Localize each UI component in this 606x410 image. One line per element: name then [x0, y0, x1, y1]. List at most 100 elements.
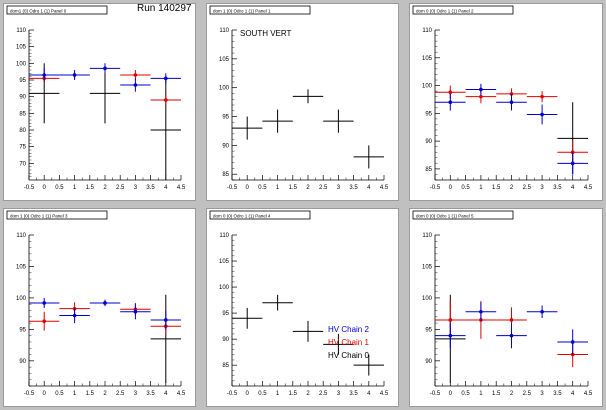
x-tick-label: 0.5: [258, 185, 267, 191]
panel-3: dom 1 (0) Odro 1 (1) Panel 3 -0.5 0 0.5 1 1.5…: [3, 208, 196, 407]
y-tick-label: 95: [19, 78, 26, 84]
x-tick-label: -0.5: [24, 391, 35, 397]
x-tick-label: 1: [276, 185, 280, 191]
data-point-chain2: [557, 152, 588, 175]
data-point-chain2: [526, 104, 558, 125]
y-tick-label: 95: [425, 327, 432, 333]
run-title: Run 140297: [137, 3, 192, 14]
panel-title-box: [6, 5, 108, 15]
marker: [540, 94, 544, 99]
panel-4: dom 0 (0) Odro 1 (1) Panel 4 -0.5 0 0.5 1 1.5…: [206, 208, 399, 407]
y-tick-label: 85: [19, 111, 26, 117]
annotation-label: SOUTH VERT: [240, 29, 292, 38]
x-tick-label: 3: [337, 185, 341, 191]
data-point-chain0: [353, 354, 384, 376]
x-tick-label: 2: [306, 185, 310, 191]
marker: [479, 94, 483, 99]
chart-0: dom1 (0) Odro 1 (1) Panel 0 -0.5 0 0.5 1 1.5 2…: [6, 5, 186, 191]
marker: [133, 309, 138, 314]
y-tick-label: 110: [219, 28, 229, 34]
x-tick-label: 4.5: [177, 185, 186, 191]
marker: [448, 90, 453, 95]
x-tick-label: 2: [306, 391, 310, 397]
legend-entry: HV Chain 0: [328, 351, 369, 360]
marker: [540, 309, 544, 314]
panel-title-box: [6, 210, 108, 220]
x-tick-label: 4: [164, 391, 168, 397]
marker: [133, 73, 138, 77]
data-point-chain0: [323, 333, 354, 355]
legend-entry: HV Chain 1: [328, 338, 369, 347]
x-tick-label: 3: [134, 185, 138, 191]
marker: [540, 112, 544, 117]
x-tick-label: 0: [246, 391, 250, 397]
marker: [509, 318, 514, 322]
x-tick-label: 2.5: [116, 391, 125, 397]
x-tick-label: 1.5: [289, 391, 298, 397]
data-point-chain2: [59, 307, 90, 324]
x-tick-label: 3.5: [349, 391, 358, 397]
x-tick-label: 0.5: [55, 185, 64, 191]
x-tick-label: 4: [367, 185, 371, 191]
data-point-chain2: [120, 78, 151, 92]
x-tick-label: 4.5: [380, 185, 389, 191]
data-point-chain2: [526, 305, 558, 319]
data-point-chain0: [232, 307, 263, 329]
data-point-chain1: [526, 91, 558, 103]
panel-title-box: [209, 5, 311, 15]
marker: [479, 87, 483, 92]
data-point-chain1: [29, 311, 60, 331]
y-tick-label: 100: [16, 296, 27, 302]
x-tick-label: 3.5: [553, 185, 562, 191]
data-point-chain2: [150, 310, 181, 330]
x-tick-label: 1: [479, 391, 483, 397]
x-tick-label: 0.5: [461, 185, 470, 191]
panel-title: dom 1 (0) Odro 1 (1) Panel 3: [10, 214, 68, 219]
y-tick-label: 95: [222, 311, 229, 317]
panel-title-box: [412, 210, 514, 220]
data-point-chain2: [557, 329, 588, 355]
x-tick-label: 4.5: [584, 185, 593, 191]
x-tick-label: 3.5: [553, 391, 562, 397]
panel-5: dom 0 (0) Odro 1 (1) Panel 5 -0.5 0 0.5 1 1.5…: [409, 208, 603, 407]
panel-title: dom 1 (0) Odro 1 (1) Panel 1: [213, 9, 271, 14]
x-tick-label: 2: [510, 185, 514, 191]
data-point-chain2: [120, 304, 151, 320]
x-tick-label: -0.5: [430, 185, 441, 191]
x-tick-label: 0: [449, 391, 453, 397]
x-tick-label: 4: [571, 391, 575, 397]
x-tick-label: 0: [449, 185, 453, 191]
marker: [133, 83, 138, 87]
y-tick-label: 90: [425, 359, 432, 365]
x-tick-label: 2: [510, 391, 514, 397]
panel-title: dom 0 (0) Odro 1 (1) Panel 2: [416, 9, 474, 14]
x-tick-label: 1.5: [492, 391, 501, 397]
y-tick-label: 110: [219, 233, 229, 239]
y-tick-label: 105: [16, 45, 27, 51]
data-point-chain2: [496, 93, 527, 111]
x-tick-label: 1.5: [492, 185, 501, 191]
marker: [448, 100, 453, 105]
chart-3: dom 1 (0) Odro 1 (1) Panel 3 -0.5 0 0.5 1 1.5…: [6, 210, 186, 397]
chart-2: dom 0 (0) Odro 1 (1) Panel 2 -0.5 0 0.5 1 1.5…: [412, 5, 593, 191]
data-point-chain0: [323, 109, 354, 133]
x-tick-label: 4: [571, 185, 575, 191]
marker: [72, 313, 77, 318]
x-tick-label: 4: [367, 391, 371, 397]
marker: [103, 301, 107, 305]
y-tick-label: 105: [422, 56, 433, 62]
x-tick-label: 2.5: [319, 185, 328, 191]
data-point-chain2: [29, 68, 60, 82]
data-point-chain0: [262, 109, 293, 133]
x-tick-label: -0.5: [227, 391, 238, 397]
data-point-chain2: [496, 323, 527, 349]
data-point-chain2: [150, 73, 181, 84]
marker: [42, 73, 46, 77]
data-point-chain0: [353, 145, 384, 169]
data-point-chain0: [292, 320, 324, 342]
y-tick-label: 85: [425, 167, 432, 173]
data-point-chain0: [150, 294, 181, 383]
x-tick-label: 2.5: [319, 391, 328, 397]
marker: [164, 98, 168, 102]
x-tick-label: -0.5: [24, 185, 35, 191]
